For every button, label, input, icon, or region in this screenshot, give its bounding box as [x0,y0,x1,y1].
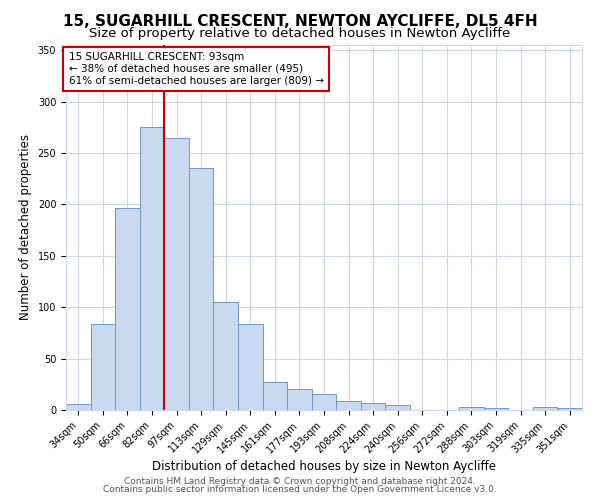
Bar [263,382,287,410]
Bar [533,407,557,410]
Bar [312,394,336,410]
Text: 15 SUGARHILL CRESCENT: 93sqm
← 38% of detached houses are smaller (495)
61% of s: 15 SUGARHILL CRESCENT: 93sqm ← 38% of de… [68,52,323,86]
Bar [557,408,582,410]
Bar [91,324,115,410]
X-axis label: Distribution of detached houses by size in Newton Aycliffe: Distribution of detached houses by size … [152,460,496,473]
Bar [238,324,263,410]
Y-axis label: Number of detached properties: Number of detached properties [19,134,32,320]
Bar [459,407,484,410]
Text: 15, SUGARHILL CRESCENT, NEWTON AYCLIFFE, DL5 4FH: 15, SUGARHILL CRESCENT, NEWTON AYCLIFFE,… [62,14,538,29]
Bar [214,302,238,410]
Bar [484,408,508,410]
Bar [66,404,91,410]
Bar [287,390,312,410]
Bar [189,168,214,410]
Text: Contains public sector information licensed under the Open Government Licence v3: Contains public sector information licen… [103,485,497,494]
Text: Size of property relative to detached houses in Newton Aycliffe: Size of property relative to detached ho… [89,28,511,40]
Bar [140,128,164,410]
Bar [164,138,189,410]
Bar [336,400,361,410]
Text: Contains HM Land Registry data © Crown copyright and database right 2024.: Contains HM Land Registry data © Crown c… [124,477,476,486]
Bar [385,405,410,410]
Bar [361,403,385,410]
Bar [115,208,140,410]
